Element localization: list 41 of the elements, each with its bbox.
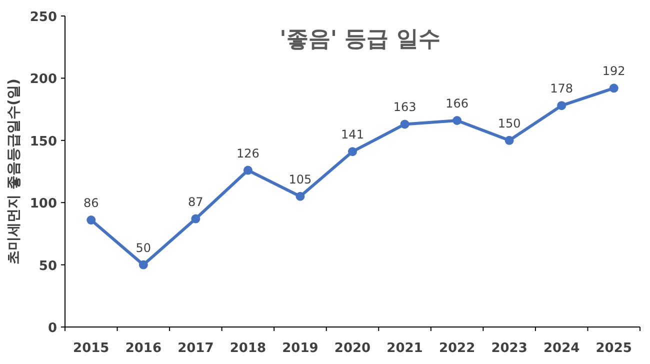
data-label: 166 — [446, 96, 468, 110]
data-label: 126 — [236, 146, 260, 160]
point — [86, 216, 96, 225]
point — [504, 136, 514, 145]
data-label: 105 — [288, 172, 312, 186]
point — [296, 192, 305, 201]
data-label: 163 — [393, 100, 416, 114]
x-tick-label: 2022 — [438, 341, 476, 356]
data-label: 178 — [550, 82, 574, 96]
y-tick-label: 100 — [30, 196, 57, 212]
data-label: 141 — [341, 128, 364, 142]
x-tick-label: 2023 — [491, 341, 528, 356]
point — [243, 166, 252, 175]
point — [557, 101, 566, 110]
data-label: 86 — [83, 196, 99, 210]
data-label: 150 — [498, 116, 521, 130]
x-tick-label: 2016 — [125, 341, 162, 356]
y-axis-title: 초미세먼지 좋음등급일수(일) — [6, 78, 22, 264]
point — [452, 116, 462, 125]
data-label: 50 — [136, 240, 152, 255]
x-tick-label: 2021 — [386, 341, 423, 356]
point — [191, 214, 200, 224]
point — [400, 120, 410, 129]
point — [348, 147, 357, 156]
x-tick-label: 2024 — [543, 341, 580, 356]
x-tick-label: 2018 — [230, 341, 266, 356]
x-tick-label: 2019 — [282, 341, 318, 356]
y-tick-label: 250 — [30, 10, 57, 25]
x-tick-label: 2020 — [334, 341, 371, 356]
y-tick-label: 0 — [48, 321, 57, 336]
x-tick-label: 2025 — [596, 341, 632, 356]
data-label: 192 — [602, 64, 626, 78]
text: '좋음' 등급 일수 — [280, 27, 440, 52]
data-label: 87 — [188, 194, 204, 209]
y-tick-label: 50 — [38, 258, 57, 274]
y-tick-label: 150 — [30, 134, 57, 150]
point — [609, 84, 618, 93]
y-tick-label: 200 — [30, 72, 57, 88]
x-tick-label: 2015 — [73, 341, 110, 356]
point — [138, 260, 148, 270]
x-tick-label: 2017 — [178, 341, 214, 356]
